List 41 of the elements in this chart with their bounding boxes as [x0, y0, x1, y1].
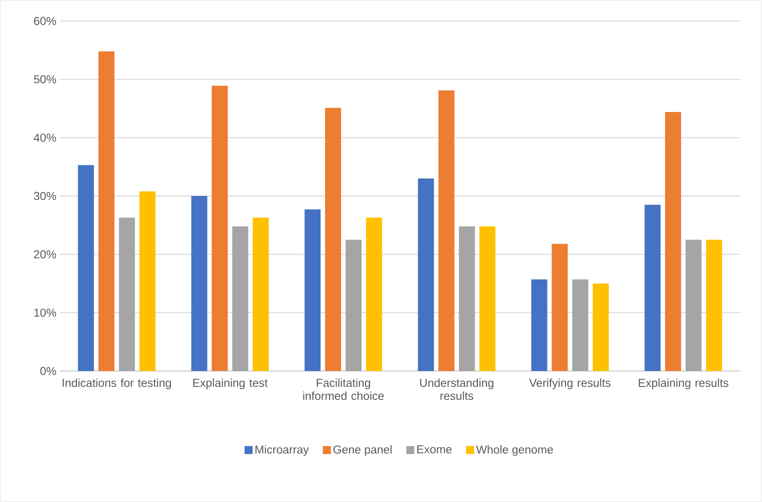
bar	[212, 86, 228, 371]
bar	[592, 283, 609, 371]
bar	[232, 226, 248, 371]
legend-label: Microarray	[256, 445, 309, 456]
bar	[325, 108, 342, 371]
bar	[418, 178, 434, 371]
bar	[438, 90, 454, 371]
y-tick-label: 20%	[34, 250, 56, 258]
bar	[191, 196, 208, 371]
bar	[78, 165, 94, 371]
bar	[531, 279, 548, 371]
x-tick-label: Indications for testing	[62, 378, 171, 390]
x-tick-label: Facilitating informed choice	[303, 378, 384, 400]
x-tick-label: Understanding results	[420, 378, 494, 400]
bar	[346, 240, 362, 371]
bar	[304, 209, 321, 371]
y-tick-label: 0%	[40, 366, 56, 376]
x-tick-label: Explaining test	[193, 378, 268, 390]
bar	[252, 218, 269, 371]
x-tick-label: Explaining results	[638, 378, 728, 390]
legend-label: Gene panel	[333, 445, 392, 456]
y-tick-label: 40%	[34, 134, 56, 142]
bar	[366, 218, 382, 371]
legend-label: Exome	[417, 445, 452, 454]
bar	[98, 51, 114, 371]
bar	[458, 226, 475, 371]
bar	[572, 279, 588, 371]
bar	[665, 112, 682, 371]
bar	[479, 226, 496, 371]
legend-label: Whole genome	[476, 445, 553, 456]
bar	[118, 218, 135, 371]
y-tick-label: 60%	[34, 16, 56, 26]
bar	[644, 204, 661, 371]
y-tick-label: 30%	[34, 192, 56, 200]
x-tick-label: Verifying results	[529, 378, 610, 390]
y-tick-label: 10%	[34, 308, 56, 317]
bar	[706, 240, 722, 371]
bar	[552, 244, 568, 371]
bar	[139, 191, 156, 371]
bar	[686, 240, 702, 371]
y-tick-label: 50%	[34, 75, 56, 84]
